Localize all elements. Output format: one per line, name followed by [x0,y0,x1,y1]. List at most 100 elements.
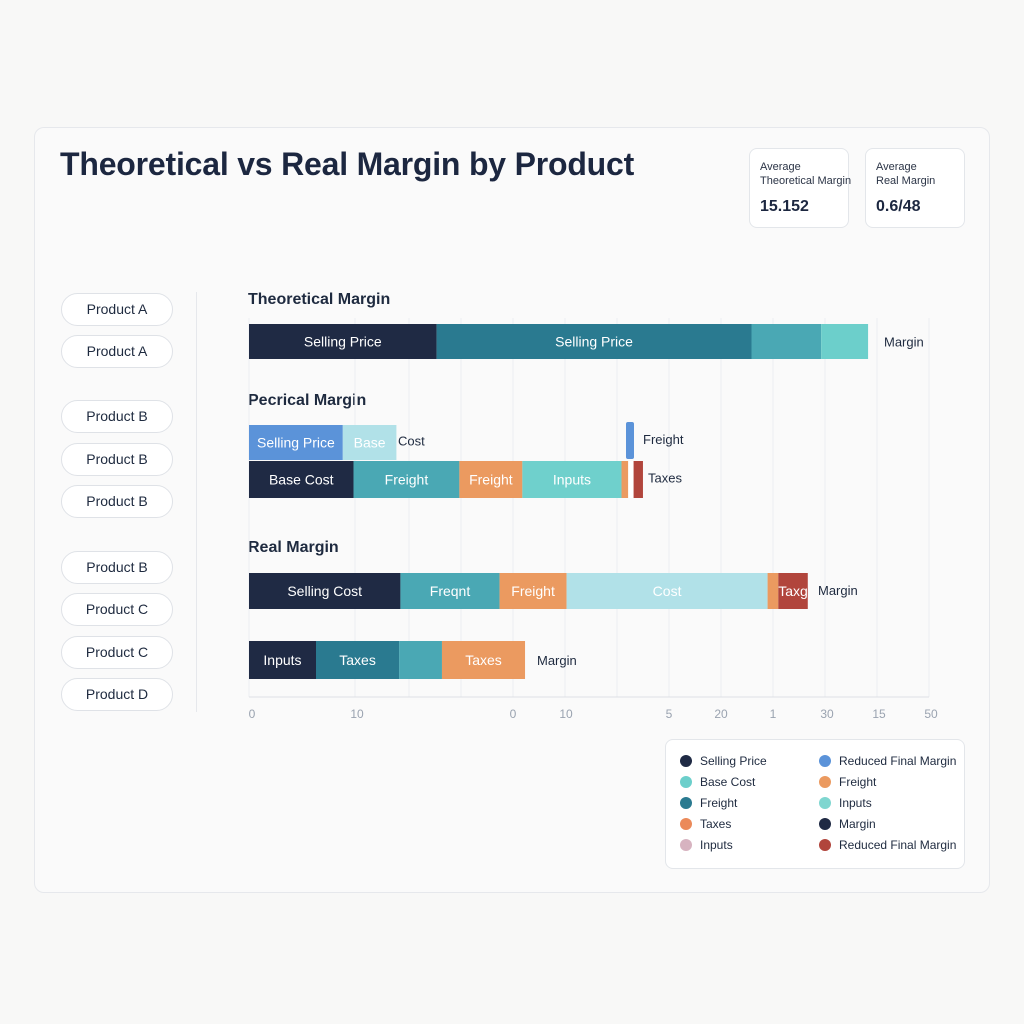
section-title-pecrical: Pecrical Margin [248,392,367,409]
bar-segment-label: Base [354,435,386,451]
kpi-card-theoretical: Average Theoretical Margin 15.152 [749,148,851,228]
legend-label: Selling Price [700,754,767,768]
x-tick-label: 1 [770,707,777,721]
product-filter-pill[interactable]: Product B [61,551,173,584]
bar-end-label: Taxes [648,471,682,486]
legend-swatch [680,818,692,830]
product-filter-pill[interactable]: Product C [61,636,173,669]
kpi-label: Average [876,161,917,173]
legend-label: Reduced Final Margin [839,838,957,852]
legend-swatch [819,776,831,788]
legend-item: Taxes [680,817,731,831]
bar-segment [751,324,822,359]
legend-swatch [680,797,692,809]
bar-segment-label: Cost [653,583,682,599]
x-tick-label: 0 [249,707,256,721]
legend-label: Taxes [700,817,732,831]
bar-segment-label: Freight [385,472,429,488]
bar-segment-label: Taxes [339,652,376,668]
marker-label: Freight [643,432,684,447]
bar-segment-label: Taxes [465,652,502,668]
x-tick-label: 10 [559,707,573,721]
x-tick-label: 30 [820,707,834,721]
legend-swatch [819,839,831,851]
bar-segment [522,461,622,498]
bar-segment [399,641,442,679]
bar-segment [459,461,523,498]
legend-label: Freight [839,775,877,789]
bar-segment-label: Selling Price [257,435,335,451]
bar-end-label: Cost [398,434,425,449]
legend-swatch [819,818,831,830]
bar-segment [566,573,768,609]
product-filter-pill[interactable]: Product A [61,335,173,368]
bar-segment [441,641,526,679]
bar-segment [499,573,567,609]
bar-segment-label: Selling Price [555,334,633,350]
legend-item: Reduced Final Margin [819,838,956,852]
bar-segment [778,573,808,609]
bar-segment [353,461,460,498]
legend-item: Base Cost [680,775,755,789]
legend-swatch [819,755,831,767]
x-tick-label: 5 [666,707,673,721]
bar-segment-label: Taxg [778,583,808,599]
bar-segment-label: Inputs [263,652,301,668]
legend-item: Freight [819,775,876,789]
legend-item: Reduced Final Margin [819,754,956,768]
legend-label: Freight [700,796,738,810]
bar-segment [316,641,400,679]
kpi-card-real: Average Real Margin 0.6/48 [865,148,965,228]
bar-segment-label: Freight [469,472,513,488]
legend-label: Inputs [700,838,733,852]
bar-segment-label: Freight [511,583,555,599]
x-tick-label: 20 [714,707,728,721]
legend-item: Inputs [680,838,733,852]
bar-segment [767,573,779,609]
kpi-value: 0.6/48 [876,198,921,215]
legend-item: Margin [819,817,876,831]
product-filter-pill[interactable]: Product C [61,593,173,626]
kpi-label: Average [760,161,801,173]
legend-swatch [819,797,831,809]
marker-bar [626,422,634,459]
x-tick-label: 15 [872,707,886,721]
section-title-theoretical: Theoretical Margin [248,291,391,308]
legend-label: Reduced Final Margin [839,754,957,768]
bar-end-label: Margin [884,335,924,350]
bar-segment-label: Inputs [553,472,591,488]
product-filter-pill[interactable]: Product B [61,400,173,433]
bar-segment [249,425,343,460]
bar-segment [621,461,629,498]
kpi-label: Real Margin [876,175,936,187]
bar-end-label: Margin [537,653,577,668]
bar-segment [342,425,397,460]
bar-segment [249,573,401,609]
bar-end-label: Margin [818,583,858,598]
bar-segment-label: Base Cost [269,472,334,488]
legend-label: Base Cost [700,775,756,789]
bar-segment-label: Freqnt [430,583,471,599]
x-tick-label: 10 [350,707,364,721]
legend-item: Selling Price [680,754,767,768]
bar-segment [436,324,752,359]
product-filter-pill[interactable]: Product D [61,678,173,711]
product-filter-pill[interactable]: Product A [61,293,173,326]
bar-segment [249,324,437,359]
x-tick-label: 50 [924,707,938,721]
bar-segment [628,461,634,498]
bar-segment-label: Selling Cost [287,583,362,599]
product-filter-pill[interactable]: Product B [61,485,173,518]
kpi-value: 15.152 [760,198,809,215]
bar-segment [249,641,316,679]
product-filter-pill[interactable]: Product B [61,443,173,476]
bar-segment [633,461,643,498]
bar-segment [400,573,500,609]
x-tick-label: 0 [510,707,517,721]
panel-divider [196,292,197,712]
legend-swatch [680,839,692,851]
bar-segment [249,461,354,498]
legend-item: Inputs [819,796,872,810]
legend-swatch [680,776,692,788]
